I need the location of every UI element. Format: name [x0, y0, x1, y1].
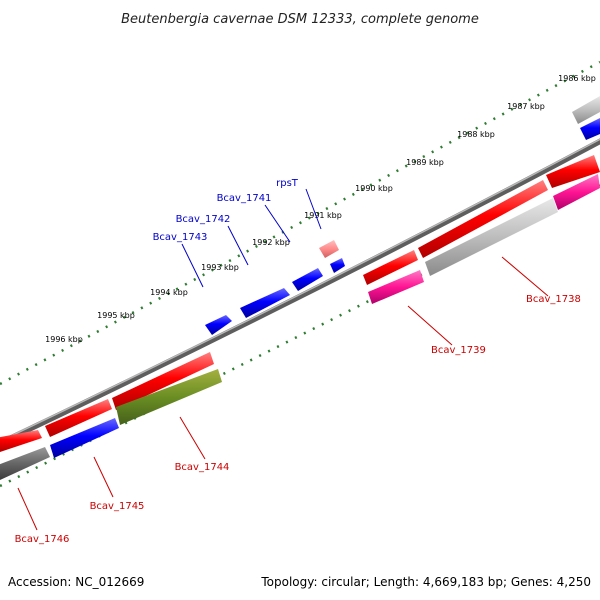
- tick-labels: 1986 kbp 1987 kbp 1988 kbp 1989 kbp 1990 kbp…: [45, 74, 596, 344]
- gene-label: Bcav_1746: [15, 534, 70, 545]
- gene-label: Bcav_1741: [217, 193, 272, 204]
- tick-label: 1989 kbp: [406, 158, 444, 167]
- tick-label: 1990 kbp: [355, 184, 393, 193]
- callout-line: [501, 256, 549, 297]
- gene-block: [0, 430, 42, 452]
- callout-line: [181, 243, 204, 288]
- tick-label: 1992 kbp: [252, 238, 290, 247]
- reverse-row-b: [0, 96, 600, 480]
- gene-block: [580, 118, 600, 140]
- callout-line: [305, 188, 322, 230]
- gene-block: [319, 240, 339, 258]
- callout-line: [407, 305, 453, 346]
- callout-line: [93, 456, 114, 498]
- forward-row: [205, 240, 345, 335]
- gene-block: [418, 180, 548, 258]
- gene-block: [205, 315, 232, 335]
- callout-line: [179, 416, 206, 460]
- topology-summary: Topology: circular; Length: 4,669,183 bp…: [260, 575, 591, 589]
- callout-line: [227, 225, 249, 266]
- gene-label: Bcav_1742: [176, 214, 231, 225]
- gene-label: Bcav_1745: [90, 501, 145, 512]
- tick-label: 1995 kbp: [97, 311, 135, 320]
- reverse-row-a: [0, 155, 600, 452]
- tick-label: 1987 kbp: [507, 102, 545, 111]
- callout-line: [17, 487, 38, 531]
- gene-block: [0, 447, 50, 480]
- gene-block: [330, 258, 345, 273]
- gene-block: [240, 288, 290, 318]
- gene-block: [116, 369, 222, 425]
- gene-block: [425, 198, 558, 276]
- tick-label: 1986 kbp: [558, 74, 596, 83]
- gene-label: Bcav_1743: [153, 232, 208, 243]
- gene-block: [572, 96, 600, 124]
- gene-block: [363, 250, 418, 285]
- callout-line: [264, 204, 291, 243]
- gene-block: [45, 399, 112, 437]
- accession-label: Accession: NC_012669: [8, 575, 144, 589]
- gene-block: [50, 418, 119, 458]
- gene-block: [553, 174, 600, 210]
- upper-tick-track: [0, 60, 600, 386]
- gene-label: Bcav_1739: [431, 345, 486, 356]
- gene-callouts: Bcav_1738 Bcav_1739 rpsT Bcav_1741 Bcav_1742…: [15, 178, 581, 545]
- gene-block: [368, 270, 424, 304]
- genome-backbone: [0, 138, 600, 447]
- page-title: Beutenbergia cavernae DSM 12333, complet…: [121, 12, 479, 27]
- tick-label: 1994 kbp: [150, 288, 188, 297]
- gene-label: Bcav_1744: [175, 462, 230, 473]
- gene-block: [546, 155, 600, 188]
- gene-label: rpsT: [276, 178, 299, 189]
- tick-label: 1991 kbp: [304, 211, 342, 220]
- gene-label: Bcav_1738: [526, 294, 581, 305]
- tick-label: 1993 kbp: [201, 263, 239, 272]
- gene-block: [112, 352, 214, 410]
- gene-block: [292, 268, 323, 291]
- tick-label: 1988 kbp: [457, 130, 495, 139]
- tick-label: 1996 kbp: [45, 335, 83, 344]
